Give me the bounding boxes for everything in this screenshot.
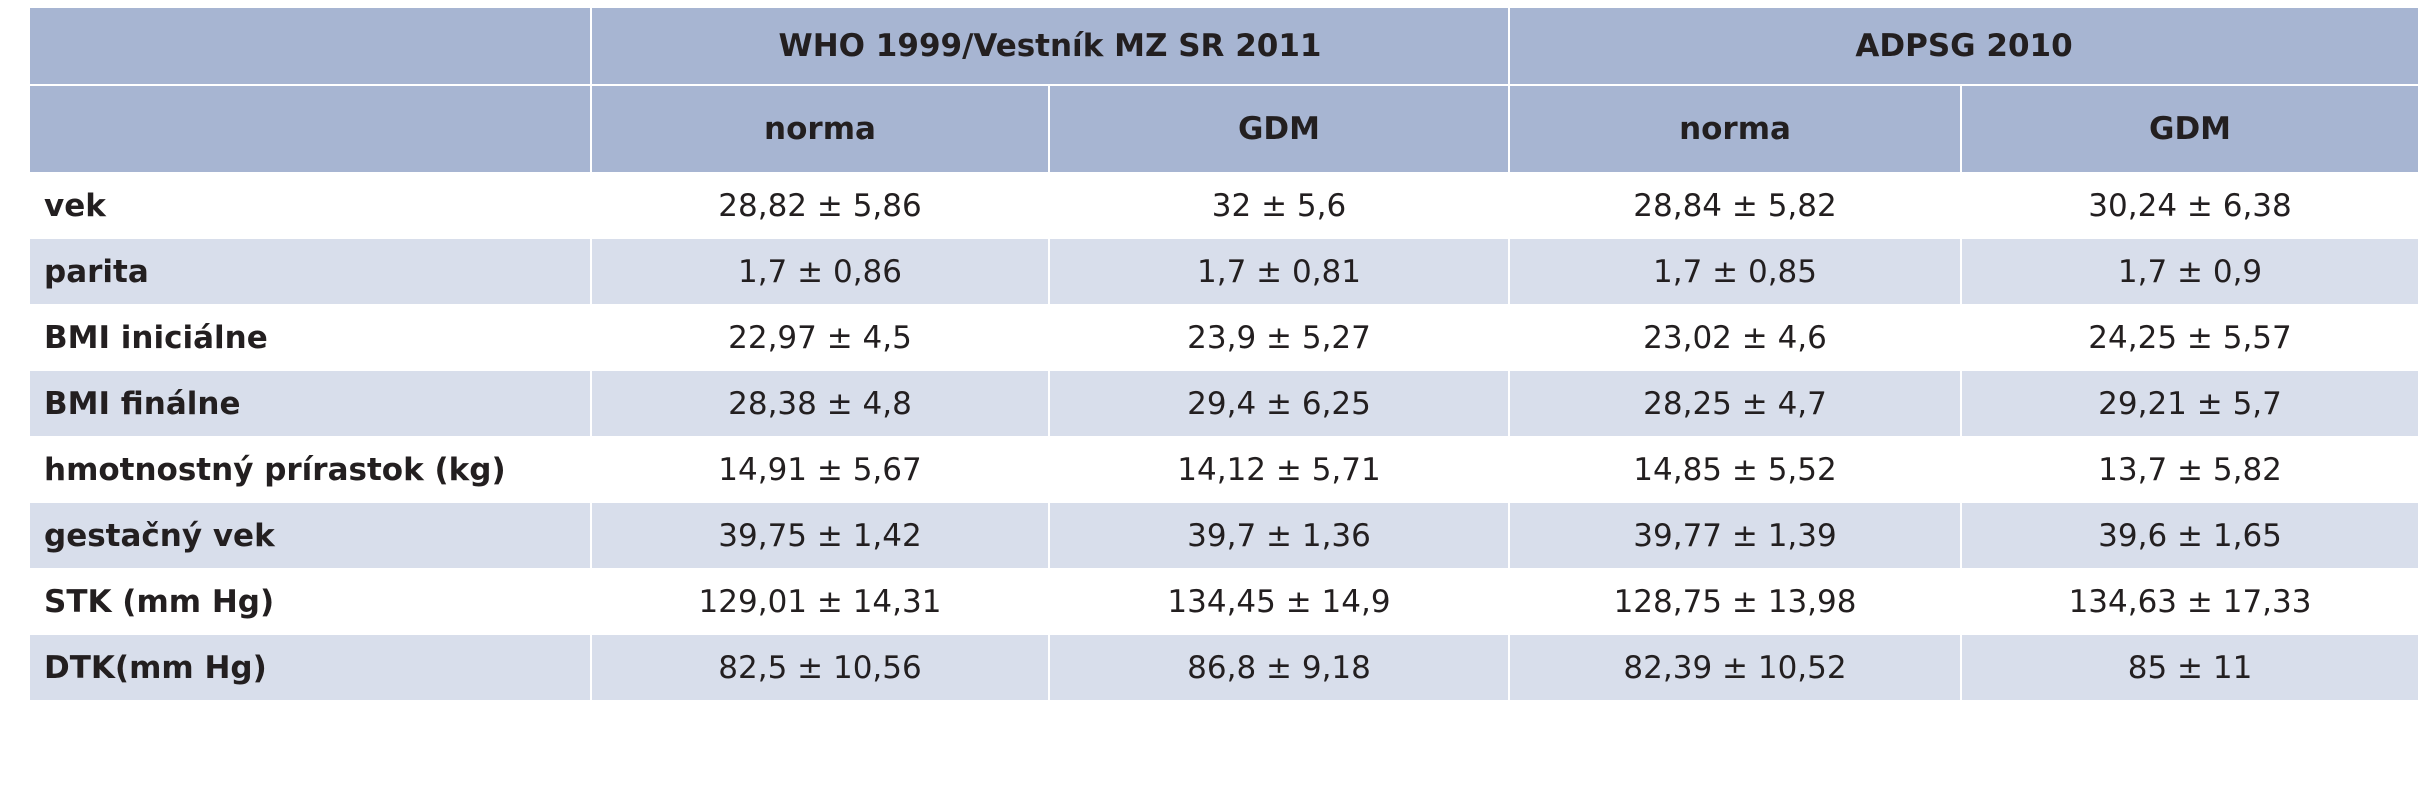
value-cell: 29,21 ± 5,7 xyxy=(1960,370,2421,437)
table-row: vek 28,82 ± 5,86 32 ± 5,6 28,84 ± 5,82 30,24… xyxy=(28,172,2421,239)
value-cell: 1,7 ± 0,86 xyxy=(590,238,1050,305)
value-cell: 28,25 ± 4,7 xyxy=(1508,370,1963,437)
value-cell: 14,85 ± 5,52 xyxy=(1508,436,1963,503)
value-cell: 14,12 ± 5,71 xyxy=(1047,436,1511,503)
value-cell: 85 ± 11 xyxy=(1960,634,2421,700)
value-cell: 22,97 ± 4,5 xyxy=(590,304,1050,371)
value-cell: 82,5 ± 10,56 xyxy=(590,634,1050,700)
group-header: WHO 1999/Vestník MZ SR 2011 xyxy=(589,8,1511,86)
subcolumn-row: norma GDM norma GDM xyxy=(28,85,2421,173)
value-cell: 23,02 ± 4,6 xyxy=(1508,304,1963,371)
value-cell: 30,24 ± 6,38 xyxy=(1960,172,2421,239)
value-cell: 32 ± 5,6 xyxy=(1047,172,1511,239)
row-label: BMI iniciálne xyxy=(28,304,592,371)
value-cell: 1,7 ± 0,81 xyxy=(1047,238,1511,305)
value-cell: 29,4 ± 6,25 xyxy=(1047,370,1511,437)
subcolumn-header: norma xyxy=(1508,85,1963,173)
value-cell: 1,7 ± 0,9 xyxy=(1960,238,2421,305)
row-label: vek xyxy=(28,172,592,239)
value-cell: 1,7 ± 0,85 xyxy=(1508,238,1963,305)
value-cell: 128,75 ± 13,98 xyxy=(1508,568,1963,635)
value-cell: 14,91 ± 5,67 xyxy=(590,436,1050,503)
group-header: ADPSG 2010 xyxy=(1508,8,2421,86)
value-cell: 39,77 ± 1,39 xyxy=(1508,502,1963,569)
row-label: BMI finálne xyxy=(28,370,592,437)
value-cell: 134,63 ± 17,33 xyxy=(1960,568,2421,635)
value-cell: 13,7 ± 5,82 xyxy=(1960,436,2421,503)
value-cell: 24,25 ± 5,57 xyxy=(1960,304,2421,371)
table-row: DTK(mm Hg) 82,5 ± 10,56 86,8 ± 9,18 82,39 ±… xyxy=(28,634,2421,700)
row-label: parita xyxy=(28,238,592,305)
subcolumn-header: GDM xyxy=(1960,85,2421,173)
subcolumn-header: norma xyxy=(590,85,1050,173)
table-row: STK (mm Hg) 129,01 ± 14,31 134,45 ± 14,9 12… xyxy=(28,568,2421,635)
table-row: BMI finálne 28,38 ± 4,8 29,4 ± 6,25 28,25 ±… xyxy=(28,370,2421,437)
corner-cell xyxy=(28,85,592,173)
corner-cell xyxy=(28,8,592,86)
group-row: WHO 1999/Vestník MZ SR 2011 ADPSG 2010 xyxy=(28,8,2421,86)
value-cell: 28,38 ± 4,8 xyxy=(590,370,1050,437)
value-cell: 39,6 ± 1,65 xyxy=(1960,502,2421,569)
value-cell: 82,39 ± 10,52 xyxy=(1508,634,1963,700)
table-row: parita 1,7 ± 0,86 1,7 ± 0,81 1,7 ± 0,85 1,7 … xyxy=(28,238,2421,305)
value-cell: 86,8 ± 9,18 xyxy=(1047,634,1511,700)
row-label: DTK(mm Hg) xyxy=(28,634,592,700)
value-cell: 39,7 ± 1,36 xyxy=(1047,502,1511,569)
table-row: gestačný vek 39,75 ± 1,42 39,7 ± 1,36 39,77… xyxy=(28,502,2421,569)
value-cell: 129,01 ± 14,31 xyxy=(590,568,1050,635)
data-table: WHO 1999/Vestník MZ SR 2011 ADPSG 2010 n… xyxy=(28,8,2421,700)
row-label: gestačný vek xyxy=(28,502,592,569)
value-cell: 28,82 ± 5,86 xyxy=(590,172,1050,239)
table-row: BMI iniciálne 22,97 ± 4,5 23,9 ± 5,27 23,02… xyxy=(28,304,2421,371)
value-cell: 39,75 ± 1,42 xyxy=(590,502,1050,569)
value-cell: 23,9 ± 5,27 xyxy=(1047,304,1511,371)
table-body: vek 28,82 ± 5,86 32 ± 5,6 28,84 ± 5,82 30,24… xyxy=(28,172,2421,700)
value-cell: 28,84 ± 5,82 xyxy=(1508,172,1963,239)
table-header: WHO 1999/Vestník MZ SR 2011 ADPSG 2010 n… xyxy=(28,8,2421,173)
row-label: hmotnostný prírastok (kg) xyxy=(28,436,592,503)
subcolumn-header: GDM xyxy=(1047,85,1511,173)
row-label: STK (mm Hg) xyxy=(28,568,592,635)
value-cell: 134,45 ± 14,9 xyxy=(1047,568,1511,635)
table-row: hmotnostný prírastok (kg) 14,91 ± 5,67 14,… xyxy=(28,436,2421,503)
